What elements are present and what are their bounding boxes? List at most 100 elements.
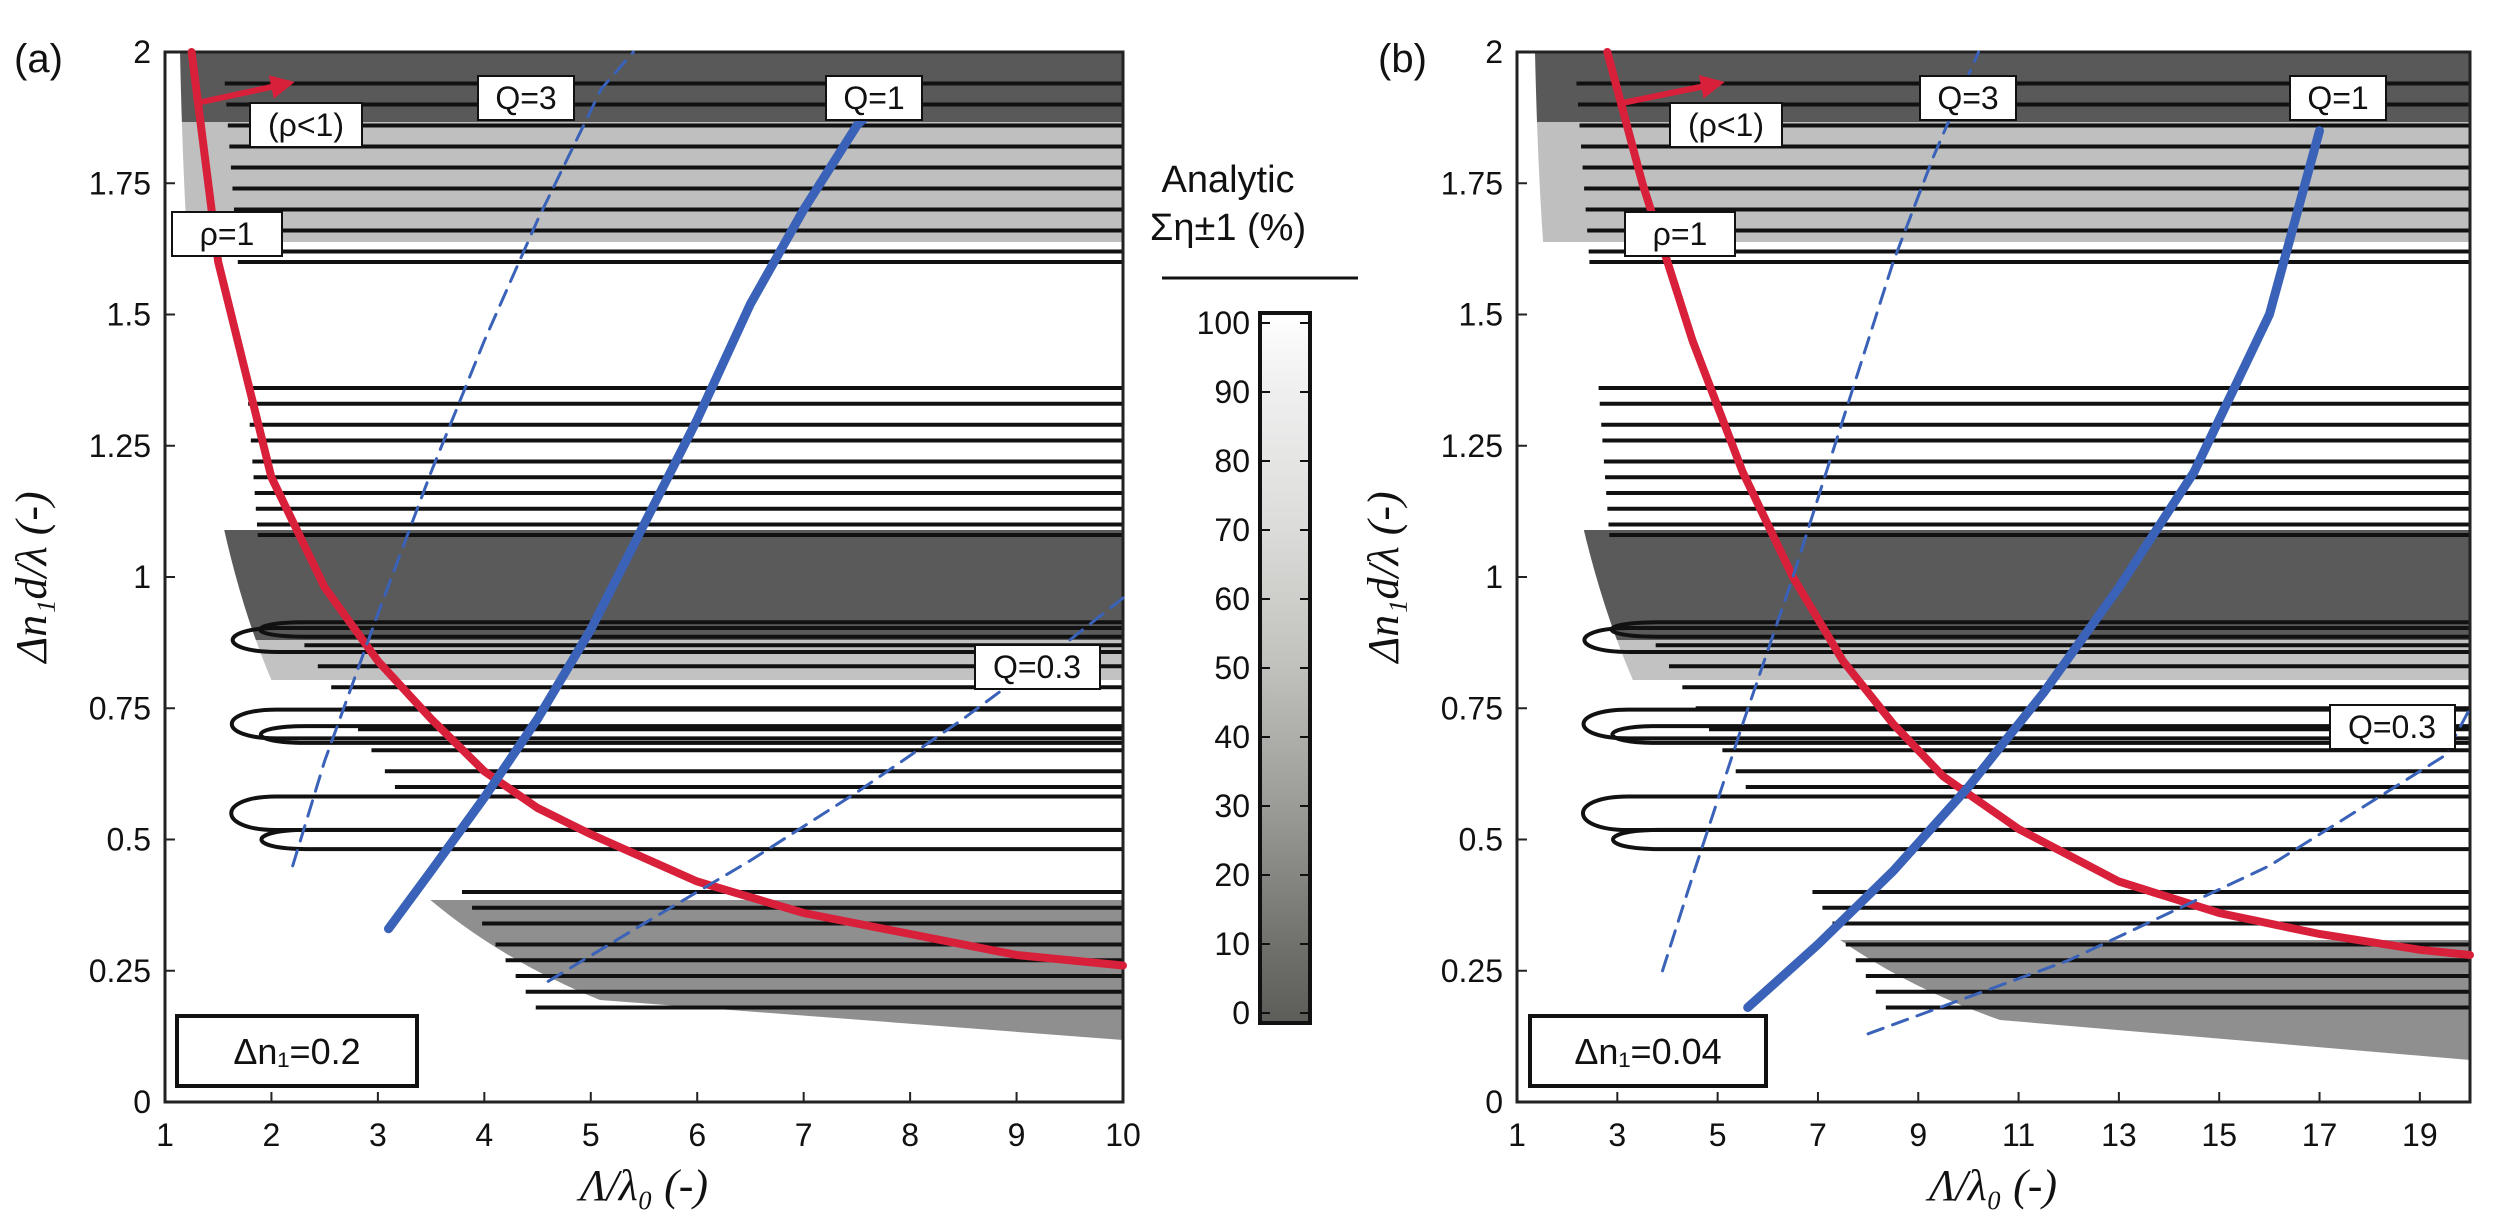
- panel-b-xtick-label: 5: [1709, 1117, 1727, 1153]
- panel-a-series: [187, 48, 1127, 983]
- panel-a-contours: [224, 81, 1123, 1010]
- colorbar-tick-label: 0: [1232, 995, 1250, 1031]
- panel-b-xtick-label: 19: [2402, 1117, 2438, 1153]
- panel-a-ytick-label: 1.75: [89, 165, 151, 201]
- panel-a-label: (a): [14, 37, 63, 81]
- svg-text:Q=3: Q=3: [1937, 80, 1998, 116]
- colorbar-tick-label: 70: [1214, 512, 1250, 548]
- panel-b-ytick-label: 1.5: [1459, 297, 1503, 333]
- panel-a-background: [165, 52, 1123, 1102]
- svg-text:(ρ<1): (ρ<1): [268, 107, 344, 143]
- panel-a-contour-loop: [258, 724, 1123, 745]
- panel-b-xtick-label: 11: [2002, 1117, 2035, 1153]
- colorbar-tick-label: 60: [1214, 581, 1250, 617]
- panel-b-xtick-label: 15: [2201, 1117, 2237, 1153]
- panel-a-contour-loop: [230, 626, 1123, 654]
- panel-b-xtick-label: 17: [2302, 1117, 2338, 1153]
- svg-text:Q=1: Q=1: [2307, 80, 2368, 116]
- panel-b-xtick-label: 7: [1809, 1117, 1827, 1153]
- panel-a-ytick-label: 0.25: [89, 953, 151, 989]
- colorbar-tick-label: 90: [1214, 374, 1250, 410]
- colorbar-tick-label: 40: [1214, 719, 1250, 755]
- panel-a-ytick-label: 1: [133, 559, 151, 595]
- panel-b-ylabel: Δn₁d/λ (-): [1359, 491, 1408, 664]
- svg-text:Q=1: Q=1: [843, 80, 904, 116]
- panel-b-ytick-label: 1.75: [1441, 165, 1503, 201]
- panel-b-contour-loop: [1581, 794, 2470, 833]
- svg-text:(ρ<1): (ρ<1): [1688, 107, 1764, 143]
- panel-b-xlabel: Λ/λ₀ (-): [1925, 1161, 2057, 1210]
- panel-b-q03-label: Q=0.3: [2329, 704, 2456, 750]
- colorbar-tick-label: 80: [1214, 443, 1250, 479]
- panel-b-legend: Δn₁=0.04: [1528, 1014, 1768, 1088]
- panel-b-xtick-label: 1: [1508, 1117, 1526, 1153]
- panel-b-ytick-label: 2: [1485, 34, 1503, 70]
- panel-b-series-q-3: [1661, 50, 1980, 973]
- panel-b-ytick-label: 1.25: [1441, 428, 1503, 464]
- panel-b-series--1: [1603, 48, 2474, 959]
- panel-b-contour-loop: [1581, 707, 2470, 741]
- panel-a-xtick-label: 6: [688, 1117, 706, 1153]
- panel-b-xtick-label: 13: [2101, 1117, 2137, 1153]
- panel-a-xtick-label: 8: [901, 1117, 919, 1153]
- panel-a-ytick-label: 0.75: [89, 690, 151, 726]
- panel-a-ytick-label: 0: [133, 1084, 151, 1120]
- svg-text:Q=0.3: Q=0.3: [993, 649, 1081, 685]
- panel-b-contour-loop: [1610, 724, 2470, 745]
- panel-b-series-q-0-3: [1866, 706, 2472, 1036]
- panel-a-ylabel: Δn₁d/λ (-): [7, 491, 56, 664]
- panel-a-contour-loop: [230, 707, 1123, 741]
- panel-a-legend: Δn₁=0.2: [175, 1014, 419, 1088]
- colorbar-tick-label: 50: [1214, 650, 1250, 686]
- svg-text:ρ=1: ρ=1: [200, 216, 255, 252]
- panel-b-ytick-label: 1: [1485, 559, 1503, 595]
- panel-a: (a) 1 2 3 4 5 6 7 8 9 10 0 0.25 0.5 0.75 1 1.25 1.5 1.75 2…: [7, 34, 1141, 1210]
- panel-b-ytick-label: 0.25: [1441, 953, 1503, 989]
- panel-a-ytick-label: 1.25: [89, 428, 151, 464]
- panel-a-series-q-3: [291, 50, 635, 868]
- svg-text:Δn₁=0.04: Δn₁=0.04: [1574, 1031, 1721, 1072]
- svg-text:Q=3: Q=3: [495, 80, 556, 116]
- panel-a-xtick-label: 2: [263, 1117, 281, 1153]
- panel-b-xtick-label: 3: [1608, 1117, 1626, 1153]
- svg-text:Δn₁=0.2: Δn₁=0.2: [233, 1031, 360, 1072]
- panel-b-label: (b): [1378, 37, 1427, 81]
- panel-b-rho1-label: ρ=1: [1624, 211, 1736, 257]
- panel-b-q1-label: Q=1: [2289, 75, 2387, 121]
- panel-b-series-q-1: [1743, 126, 2324, 1012]
- panel-b-ytick-label: 0.75: [1441, 690, 1503, 726]
- panel-b: (b) 1 3 5 7 9 11 13 15 17 1900.250.50.7511.251.51…: [1359, 34, 2474, 1210]
- panel-a-q03-label: Q=0.3: [974, 644, 1101, 690]
- panel-b-xtick-label: 9: [1909, 1117, 1927, 1153]
- panel-a-ytick-label: 2: [133, 34, 151, 70]
- panel-a-xtick-label: 1: [156, 1117, 174, 1153]
- panel-a-rho1-label: ρ=1: [171, 211, 283, 257]
- svg-text:ρ=1: ρ=1: [1653, 216, 1708, 252]
- colorbar-tick-label: 100: [1197, 305, 1250, 341]
- panel-a-contour-loop: [229, 794, 1123, 833]
- panel-a-series--1: [187, 48, 1127, 970]
- colorbar-tick-label: 20: [1214, 857, 1250, 893]
- panel-b-ytick-label: 0.5: [1459, 822, 1503, 858]
- colorbar-tick-label: 10: [1214, 926, 1250, 962]
- panel-a-xtick-label: 5: [582, 1117, 600, 1153]
- panel-a-xtick-label: 9: [1008, 1117, 1026, 1153]
- panel-a-rho-lt-1-label: (ρ<1): [196, 75, 363, 148]
- panel-b-series: [1603, 48, 2474, 1036]
- panel-b-contour-loop: [1582, 626, 2470, 654]
- colorbar-title-line2: Ση±1 (%): [1150, 207, 1306, 249]
- panel-a-ticks: 1 2 3 4 5 6 7 8 9 10 0 0.25 0.5 0.75 1 1.25 1.5 1.75 2: [89, 34, 1141, 1153]
- panel-a-xtick-label: 4: [475, 1117, 493, 1153]
- colorbar-tick-label: 30: [1214, 788, 1250, 824]
- panel-a-series-q-1: [384, 110, 872, 934]
- colorbar-title-line1: Analytic: [1161, 159, 1294, 201]
- panel-a-xtick-label: 7: [795, 1117, 813, 1153]
- panel-a-q1-label: Q=1: [825, 75, 923, 121]
- panel-b-q3-label: Q=3: [1919, 75, 2017, 121]
- panel-a-xlabel: Λ/λ₀ (-): [576, 1161, 708, 1210]
- panel-a-xtick-label: 3: [369, 1117, 387, 1153]
